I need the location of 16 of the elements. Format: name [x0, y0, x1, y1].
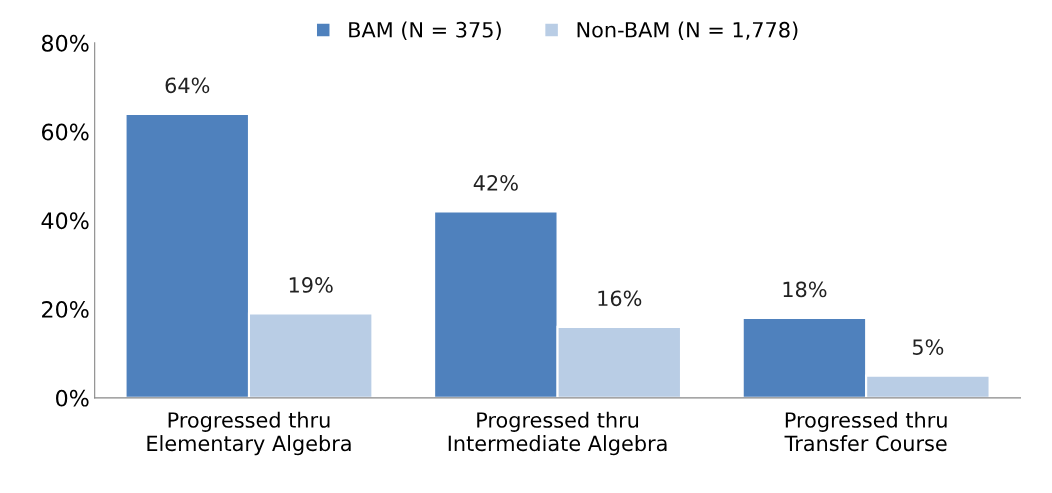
legend-label: Non-BAM (N = 1,778): [577, 21, 798, 41]
data-label: 5%: [912, 339, 944, 355]
data-label: 18%: [783, 281, 827, 298]
y-tick-label: 60%: [41, 123, 89, 141]
y-tick-label: 80%: [41, 34, 89, 52]
data-label: 16%: [598, 290, 642, 307]
y-tick-label: 40%: [41, 212, 89, 230]
y-tick-label: 0%: [56, 389, 89, 407]
data-label: 64%: [165, 77, 210, 94]
x-tick-label: Progressed thru Elementary Algebra: [147, 411, 351, 456]
x-tick-label: Progressed thru Intermediate Algebra: [448, 411, 667, 456]
data-label: 19%: [289, 277, 333, 293]
y-tick-label: 20%: [42, 301, 89, 318]
legend-label: BAM (N = 375): [349, 21, 501, 41]
data-label: 42%: [473, 175, 518, 191]
x-tick-label: Progressed thru Transfer Course: [784, 411, 947, 452]
